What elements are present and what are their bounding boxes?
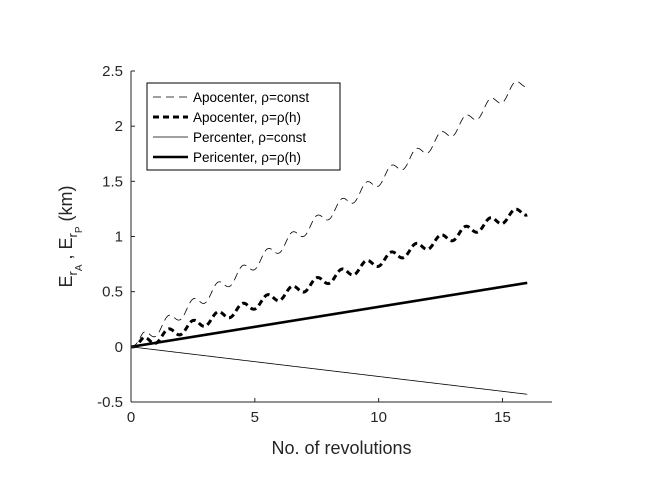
y-label-sub1-sub: A	[74, 264, 85, 271]
y-label-separator: , E	[56, 237, 76, 264]
y-tick-label: 0.5	[102, 284, 123, 301]
legend-label-percenter-const: Percenter, ρ=const	[193, 130, 306, 145]
y-tick-label: 1.5	[102, 173, 123, 190]
y-tick-label: 2	[115, 118, 123, 135]
legend-entry-1: Apocenter, ρ=const	[153, 90, 309, 105]
x-tick-label: 10	[370, 409, 387, 426]
y-label-sub2-sub: P	[74, 226, 85, 233]
y-tick-label: -0.5	[97, 394, 123, 411]
y-label-sub1: r	[65, 271, 80, 276]
legend-box	[146, 82, 341, 171]
series-line-1	[130, 81, 528, 348]
y-label-unit: (km)	[56, 185, 76, 226]
legend-label-apocenter-rho-h: Apocenter, ρ=ρ(h)	[193, 110, 301, 125]
x-tick-label: 15	[494, 409, 511, 426]
y-label-main: E	[56, 276, 76, 288]
y-tick-label: 2.5	[102, 63, 123, 80]
x-tick-label: 5	[251, 409, 259, 426]
y-axis-label: ErA , ErP (km)	[56, 185, 85, 287]
series-line-4	[130, 281, 529, 349]
series-line-2	[130, 207, 529, 349]
legend: Apocenter, ρ=const Apocenter, ρ=ρ(h) Per…	[146, 82, 341, 171]
legend-entry-4: Pericenter, ρ=ρ(h)	[153, 150, 301, 165]
ticks: 0 5 10 15-0.500.511.522.5	[97, 63, 511, 426]
legend-entry-3: Percenter, ρ=const	[153, 130, 306, 145]
series-line-3	[130, 346, 528, 395]
x-axis-label: No. of revolutions	[271, 438, 411, 458]
y-label-sub2: r	[65, 232, 80, 237]
x-tick-label: 0	[127, 409, 135, 426]
y-tick-label: 1	[115, 229, 123, 246]
y-tick-label: 0	[115, 339, 123, 356]
plot-curves	[130, 81, 529, 395]
legend-entry-2: Apocenter, ρ=ρ(h)	[153, 110, 301, 125]
legend-label-pericenter-rho-h: Pericenter, ρ=ρ(h)	[193, 150, 301, 165]
legend-label-apocenter-const: Apocenter, ρ=const	[193, 90, 309, 105]
